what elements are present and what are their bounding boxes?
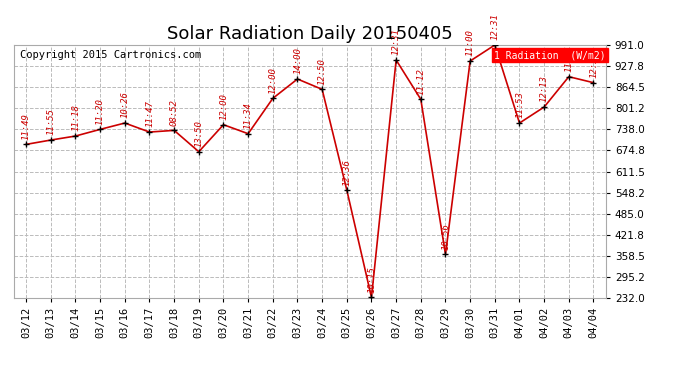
Text: 12:00: 12:00 <box>219 93 228 120</box>
Text: Copyright 2015 Cartronics.com: Copyright 2015 Cartronics.com <box>20 50 201 60</box>
Text: 11:20: 11:20 <box>96 98 105 125</box>
Text: 12:50: 12:50 <box>317 58 326 85</box>
Text: 11:18: 11:18 <box>71 105 80 132</box>
Text: 12:56: 12:56 <box>589 51 598 78</box>
Text: 12:31: 12:31 <box>491 13 500 40</box>
Text: 11:34: 11:34 <box>244 102 253 129</box>
Text: 12:00: 12:00 <box>268 67 277 94</box>
Text: 11:53: 11:53 <box>515 92 524 118</box>
Text: 10:26: 10:26 <box>120 92 129 118</box>
Text: 11:54: 11:54 <box>564 45 573 72</box>
Text: 10:56: 10:56 <box>441 223 450 250</box>
Title: Solar Radiation Daily 20150405: Solar Radiation Daily 20150405 <box>167 26 453 44</box>
Text: 14:00: 14:00 <box>293 48 302 75</box>
Text: 11:55: 11:55 <box>46 109 55 135</box>
Text: 11:47: 11:47 <box>145 100 154 128</box>
Text: 11:12: 11:12 <box>416 68 425 95</box>
Text: 1 Radiation  (W/m2): 1 Radiation (W/m2) <box>494 50 606 60</box>
Text: 08:52: 08:52 <box>170 99 179 126</box>
Text: 13:50: 13:50 <box>195 120 204 147</box>
Text: 11:00: 11:00 <box>466 30 475 57</box>
Text: 11:49: 11:49 <box>21 113 30 140</box>
Text: 12:13: 12:13 <box>540 76 549 102</box>
Text: 10:15: 10:15 <box>367 266 376 293</box>
Text: 12:31: 12:31 <box>392 28 401 56</box>
Text: 12:36: 12:36 <box>342 159 351 186</box>
